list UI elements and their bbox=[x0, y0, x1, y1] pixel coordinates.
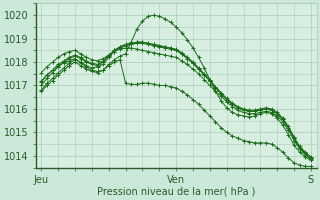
X-axis label: Pression niveau de la mer( hPa ): Pression niveau de la mer( hPa ) bbox=[97, 187, 255, 197]
